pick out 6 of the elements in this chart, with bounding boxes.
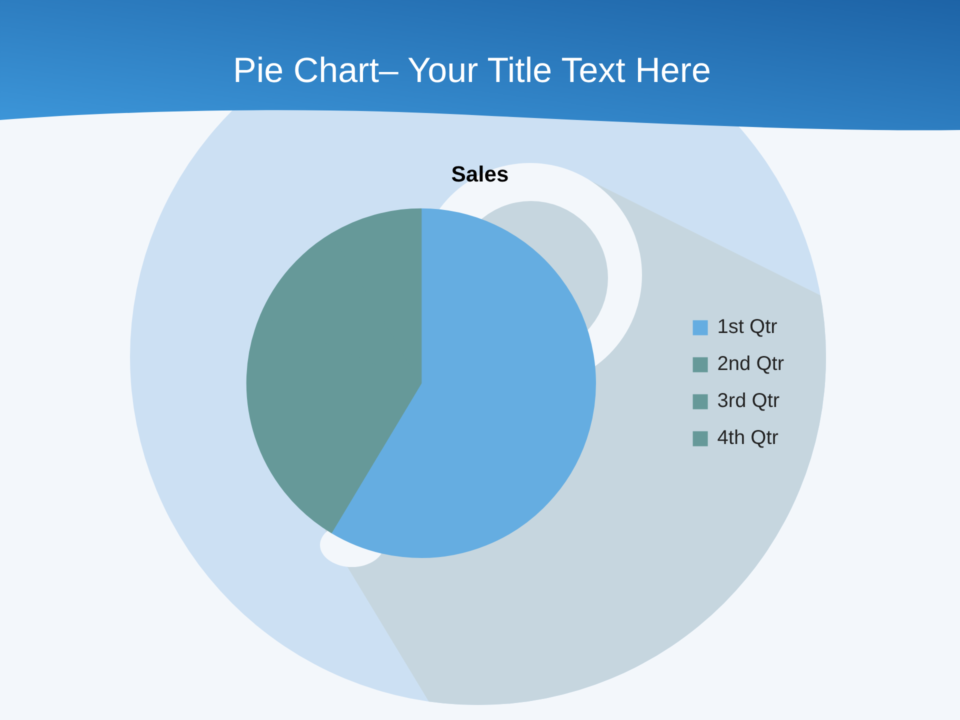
chart-title: Pie Chart– Your Title Text Here [232,50,712,92]
chart-subtitle: Sales [451,161,509,186]
legend-label: 2nd Qtr [717,353,784,376]
legend-label: 3rd Qtr [717,390,780,412]
legend-label: 1st Qtr [717,316,778,338]
legend-label: 4th Qtr [717,427,779,450]
